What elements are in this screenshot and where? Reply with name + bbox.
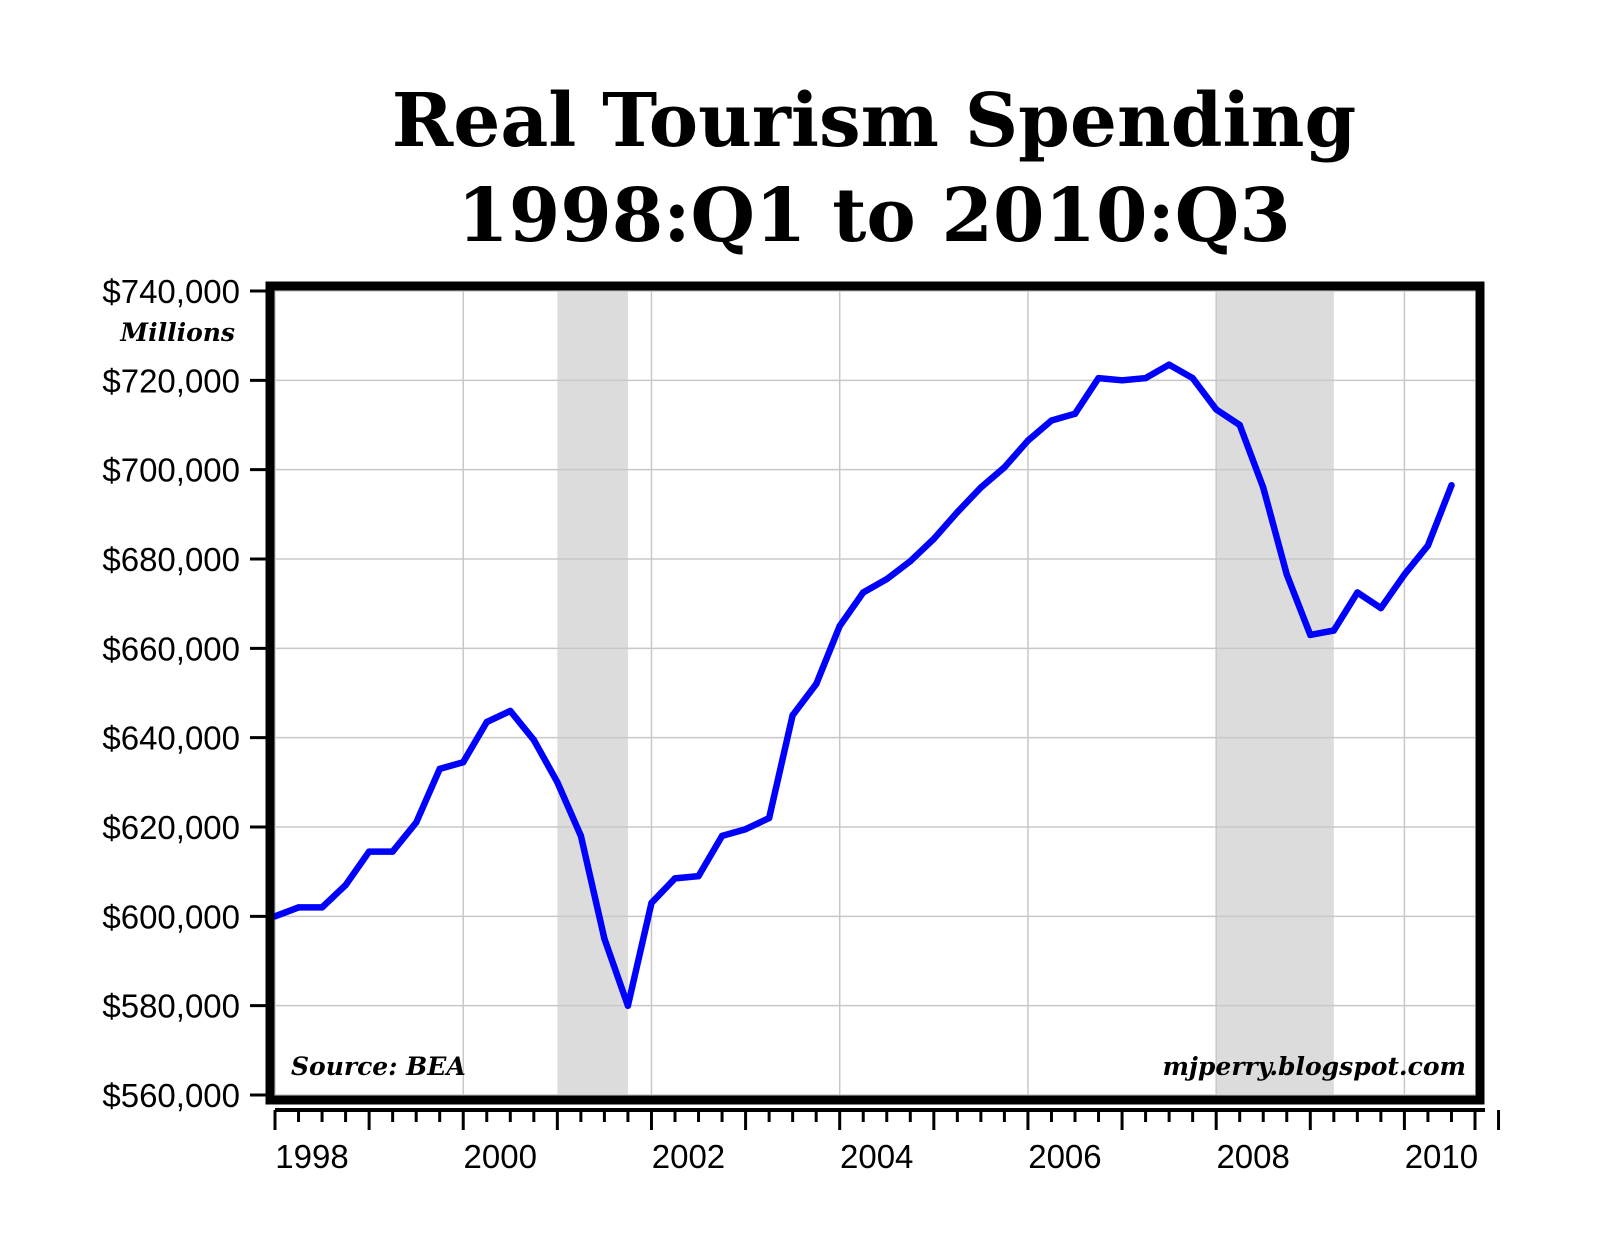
data-point xyxy=(907,558,914,565)
y-tick-label: $680,000 xyxy=(102,541,240,578)
data-point xyxy=(718,832,726,840)
x-tick-label: 1998 xyxy=(275,1138,348,1175)
data-point xyxy=(601,935,608,942)
data-point xyxy=(1189,374,1196,382)
y-axis: $560,000 $580,000 $600,000 $620,000 $640,000… xyxy=(102,273,272,1114)
data-point xyxy=(554,779,561,786)
data-point xyxy=(389,848,396,855)
source-note: Source: BEA xyxy=(291,1052,466,1081)
data-point xyxy=(1330,627,1338,634)
data-point xyxy=(977,484,985,491)
data-point xyxy=(507,707,514,715)
data-point xyxy=(577,832,585,840)
x-tick-label: 2006 xyxy=(1028,1138,1101,1175)
data-point xyxy=(1071,410,1079,417)
series-lines xyxy=(271,361,1455,1009)
data-point xyxy=(930,535,937,543)
data-point xyxy=(1377,604,1385,612)
x-tick-label: 2004 xyxy=(840,1138,913,1175)
recession-band-2 xyxy=(1216,291,1334,1095)
data-point xyxy=(365,848,373,855)
data-point xyxy=(954,508,961,516)
data-point xyxy=(789,712,796,719)
data-point xyxy=(671,875,679,882)
data-point xyxy=(1048,417,1055,424)
y-tick-label: $740,000 xyxy=(102,273,240,310)
website-note: mjperry.blogspot.com xyxy=(1162,1052,1466,1081)
x-tick-label: 2008 xyxy=(1216,1138,1289,1175)
data-point xyxy=(1236,421,1243,429)
data-point xyxy=(1448,482,1455,489)
x-tick-label: 2010 xyxy=(1405,1138,1478,1175)
chart-title-line-2: 1998:Q1 to 2010:Q3 xyxy=(457,173,1291,259)
data-point xyxy=(530,736,537,744)
y-axis-unit-label: Millions xyxy=(119,318,235,347)
data-point xyxy=(1260,484,1267,491)
data-point xyxy=(695,872,702,880)
x-axis: 1998 2000 2002 2004 2006 2008 2010 xyxy=(273,1108,1501,1175)
y-tick-label: $700,000 xyxy=(102,452,240,489)
data-point xyxy=(1283,571,1291,578)
y-tick-label: $720,000 xyxy=(102,362,240,399)
y-tick-label: $640,000 xyxy=(102,720,240,757)
data-point xyxy=(1024,437,1032,444)
data-point xyxy=(1307,631,1314,639)
data-point xyxy=(1213,406,1220,413)
data-point xyxy=(648,899,655,907)
data-point xyxy=(318,904,326,911)
data-point xyxy=(436,765,443,773)
recession-band-1 xyxy=(557,291,628,1095)
y-tick-label: $660,000 xyxy=(102,630,240,667)
data-point xyxy=(1001,464,1008,471)
y-tick-label: $580,000 xyxy=(102,988,240,1025)
data-point xyxy=(413,819,420,826)
data-point xyxy=(1165,361,1173,368)
y-tick-label: $620,000 xyxy=(102,809,240,846)
data-point xyxy=(483,718,490,726)
y-tick-label: $560,000 xyxy=(102,1077,240,1114)
data-point xyxy=(342,881,349,889)
data-point xyxy=(624,1002,632,1009)
data-point xyxy=(883,575,890,583)
chart-title-line-1: Real Tourism Spending xyxy=(392,78,1356,164)
data-point xyxy=(1354,589,1361,596)
data-point xyxy=(1401,571,1408,578)
data-point xyxy=(742,826,749,833)
x-tick-label: 2000 xyxy=(464,1138,537,1175)
data-point xyxy=(860,589,867,596)
x-tick-label: 2002 xyxy=(652,1138,725,1175)
data-point xyxy=(1095,374,1102,382)
data-point xyxy=(460,759,467,766)
data-point xyxy=(1142,374,1149,382)
data-point xyxy=(1118,377,1126,384)
data-point xyxy=(295,904,302,911)
data-point xyxy=(836,622,843,630)
data-point xyxy=(813,680,820,688)
data-point xyxy=(1424,542,1432,549)
data-point xyxy=(765,814,773,822)
y-tick-label: $600,000 xyxy=(102,898,240,935)
